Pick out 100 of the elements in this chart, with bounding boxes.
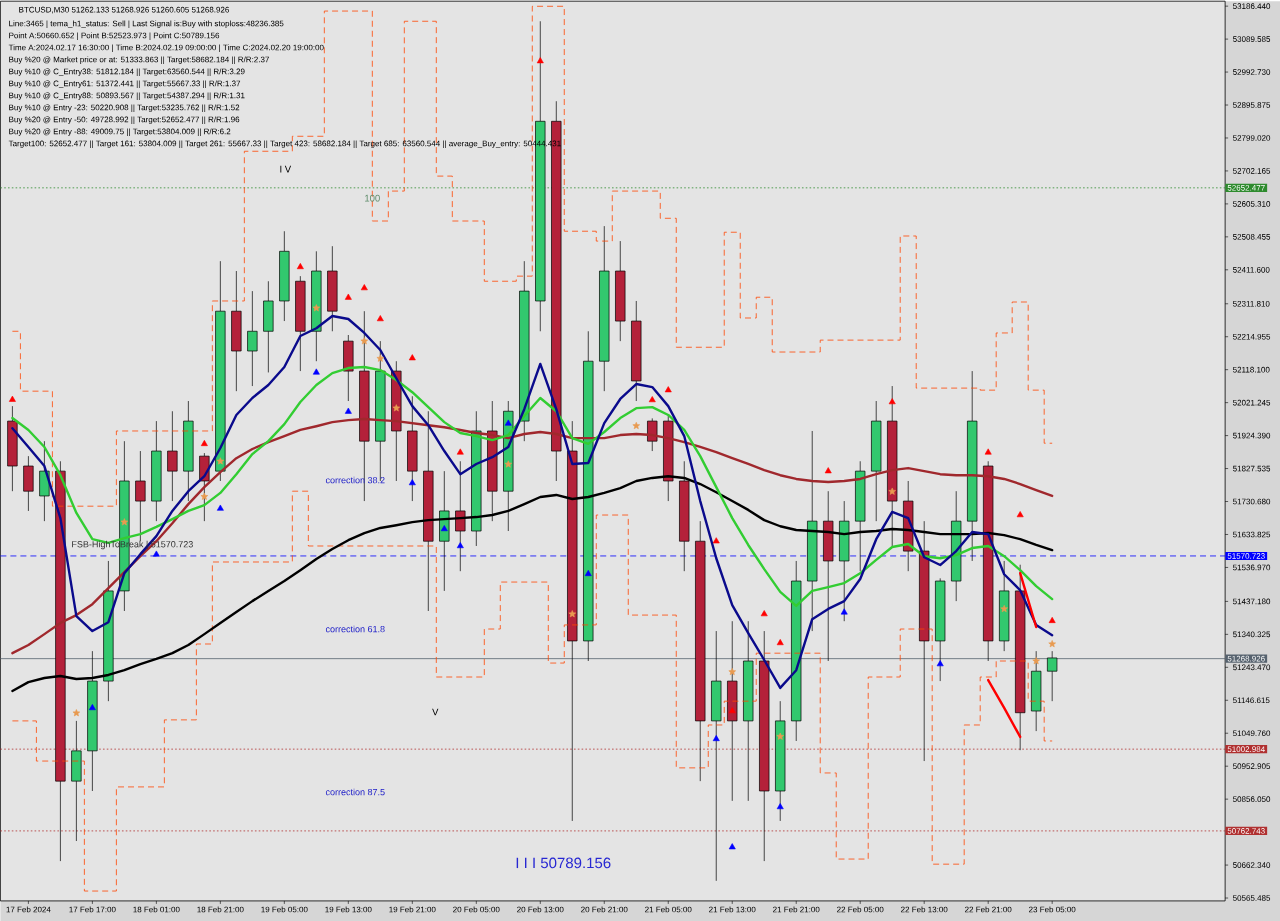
x-tick-label: 17 Feb 2024: [6, 906, 51, 913]
candlestick: [23, 455, 34, 512]
candlestick: [343, 334, 354, 402]
annotation: correction 87.5: [325, 788, 385, 796]
annotation: Buy %10 @ Entry -23: 50220.908 || Target:53235.762 || R/R:1.52: [9, 104, 240, 112]
point: [360, 337, 369, 345]
point: [408, 354, 416, 361]
y-tick-label: 50565.485: [1232, 895, 1271, 901]
y-tick-label: 52311.810: [1232, 300, 1270, 307]
point: [152, 550, 160, 557]
annotation: Buy %10 @ C_Entry88: 50893.567 || Target:54387.294 || R/R:1.31: [9, 92, 245, 100]
candlestick: [743, 620, 754, 802]
candlestick: [215, 260, 226, 482]
x-tick-label: 19 Feb 05:00: [261, 906, 308, 913]
point: [728, 668, 736, 676]
candlestick: [999, 560, 1010, 652]
point: [1048, 617, 1056, 623]
y-tick-label: 50856.050: [1232, 796, 1271, 803]
point: [200, 440, 208, 447]
point: [840, 608, 848, 615]
candlestick: [167, 410, 178, 502]
x-tick-label: 21 Feb 21:00: [773, 906, 820, 913]
x-tick-label: 18 Feb 01:00: [133, 906, 180, 913]
candlestick: [615, 240, 626, 342]
candlestick: [759, 630, 770, 862]
point: [824, 467, 832, 474]
y-tick-label: 53186.440: [1232, 3, 1271, 10]
candlestick: [247, 290, 258, 387]
candlestick: [935, 578, 946, 682]
annotation: I I I 50789.156: [516, 857, 611, 869]
point: [664, 386, 672, 393]
x-tick-label: 23 Feb 05:00: [1029, 906, 1076, 913]
point: [1016, 511, 1024, 518]
point: [936, 660, 944, 667]
x-tick-label: 21 Feb 13:00: [709, 906, 756, 913]
ref-line-label: 50762.743: [1227, 828, 1265, 834]
point: [584, 570, 592, 577]
candlestick: [727, 620, 738, 802]
annotation: Point A:50660.652 | Point B:52523.973 | Point C:50789.156: [9, 32, 220, 40]
candlestick: [71, 720, 82, 842]
y-tick-label: 52702.165: [1232, 168, 1271, 174]
point: [888, 487, 896, 495]
x-tick-label: 20 Feb 13:00: [517, 906, 564, 913]
candlestick: [711, 630, 722, 882]
point: [88, 704, 96, 711]
y-tick-label: 52118.100: [1232, 366, 1270, 373]
y-tick-label: 51243.470: [1232, 664, 1271, 671]
x-tick-label: 20 Feb 05:00: [453, 906, 500, 913]
point: [296, 263, 304, 270]
annotation: Buy %20 @ Entry -50: 49728.992 || Target:52652.477 || R/R:1.96: [9, 116, 240, 124]
x-tick-label: 20 Feb 21:00: [581, 906, 628, 913]
point: [728, 707, 736, 714]
point: [344, 407, 352, 414]
point: [1048, 640, 1056, 648]
y-tick-label: 51633.825: [1232, 531, 1271, 538]
x-tick-label: 17 Feb 17:00: [69, 906, 116, 913]
annotation: correction 61.8: [325, 625, 385, 633]
y-tick-label: 50662.340: [1232, 862, 1271, 868]
y-tick-label: 52605.310: [1232, 201, 1271, 207]
point: [984, 448, 992, 455]
ref-line-label: 51268.926: [1227, 655, 1265, 662]
x-tick-label: 18 Feb 21:00: [197, 906, 244, 913]
point: [312, 304, 321, 312]
ref-line-label: 51570.723: [1227, 553, 1265, 559]
point: [456, 542, 464, 549]
point: [392, 404, 401, 412]
annotation: Time A:2024.02.17 16:30:00 | Time B:2024.02.19 09:00:00 | Time C:2024.02.20 19:00:00: [8, 44, 324, 52]
point: [712, 735, 720, 742]
point: [344, 293, 352, 300]
x-tick-label: 19 Feb 13:00: [325, 906, 372, 913]
y-tick-label: 52799.020: [1232, 135, 1271, 141]
point: [632, 422, 640, 430]
y-tick-label: 51924.390: [1232, 432, 1271, 439]
point: [8, 395, 16, 402]
candlestick: [599, 225, 610, 392]
annotation: Buy %20 @ Market price or at: 51333.863 || Target:58682.184 || R/R:2.37: [9, 56, 269, 64]
candlestick: [775, 700, 786, 822]
y-tick-label: 52895.875: [1232, 102, 1271, 108]
candlestick: [407, 395, 418, 502]
y-tick-label: 51340.325: [1232, 631, 1271, 638]
point: [776, 639, 784, 646]
candlestick: [135, 450, 146, 542]
point: [72, 709, 81, 717]
annotation: Buy %10 @ C_Entry38: 51812.184 || Target:63560.544 || R/R:3.29: [9, 68, 245, 76]
point: [568, 610, 576, 618]
annotation: Line:3465 | tema_h1_status: Sell | Last Signal is:Buy with stoploss:48236.385: [9, 20, 284, 28]
point: [504, 419, 512, 426]
line-series: [11, 314, 1054, 690]
point: [408, 479, 416, 486]
candlestick: [1015, 564, 1026, 751]
candlestick: [1047, 650, 1058, 702]
candlestick: [695, 520, 706, 782]
point: [712, 537, 720, 544]
ref-line-label: 52652.477: [1227, 185, 1265, 191]
candlestick: [231, 270, 242, 392]
y-tick-label: 50952.905: [1232, 763, 1271, 770]
candlestick: [1031, 650, 1042, 732]
point: [200, 492, 209, 500]
point: [216, 504, 224, 511]
point: [120, 518, 129, 526]
